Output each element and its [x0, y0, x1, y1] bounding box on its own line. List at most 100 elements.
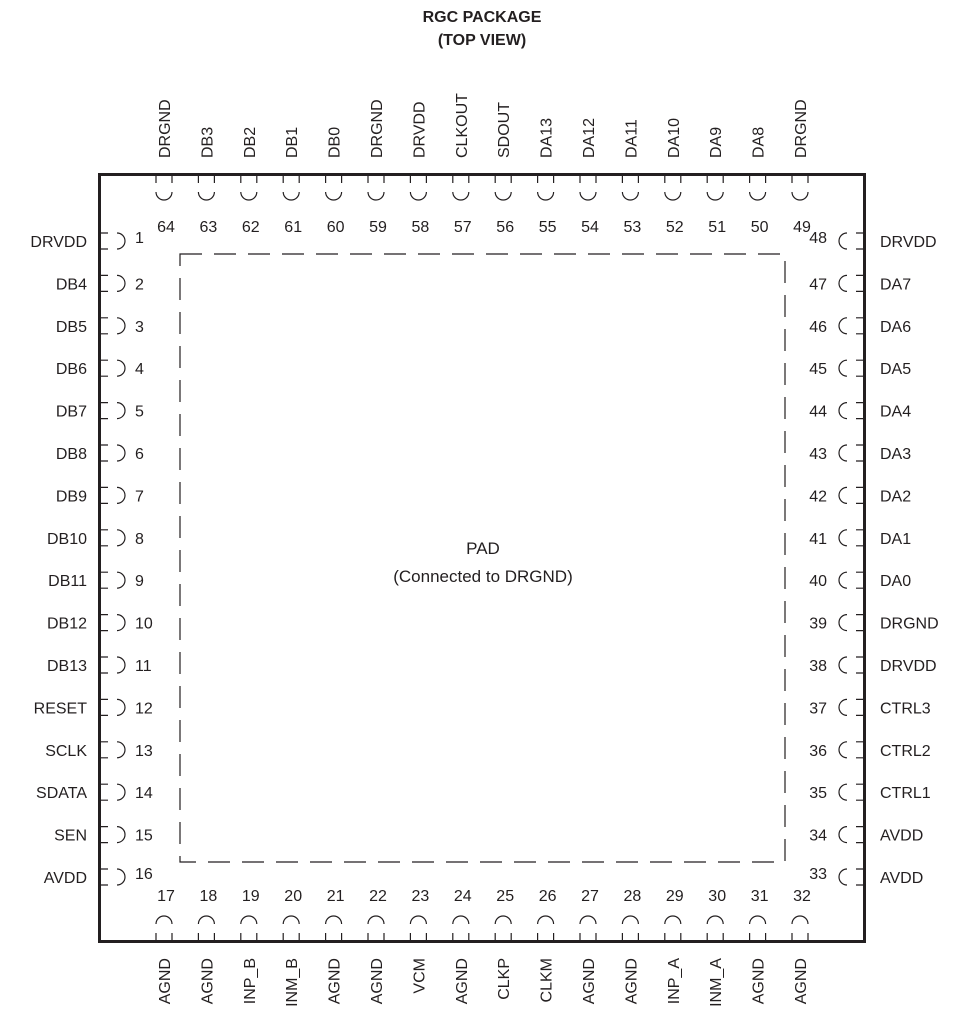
pin-number: 40 — [809, 573, 827, 590]
pin-pad-outline — [494, 175, 512, 201]
pin-number: 29 — [666, 888, 684, 905]
pin-name-label: DA7 — [880, 276, 911, 293]
pin-pad-outline — [409, 915, 427, 941]
pin-pad-outline — [838, 529, 864, 547]
pin-name-label: DA1 — [880, 531, 911, 548]
pin-pad-outline — [100, 486, 126, 504]
pin-name-label: DA2 — [880, 488, 911, 505]
pin-pad-outline — [282, 175, 300, 201]
pin-name-label: DRVDD — [880, 234, 937, 251]
pin-name-label: DA13 — [539, 118, 556, 158]
pin-number: 26 — [539, 888, 557, 905]
pin-name-label: AGND — [157, 958, 174, 1004]
pin-name-label: DRVDD — [30, 234, 87, 251]
pin-name-label: DB5 — [56, 319, 87, 336]
pin-number: 49 — [793, 219, 811, 236]
pin-number: 52 — [666, 219, 684, 236]
pin-number: 18 — [200, 888, 218, 905]
pin-pad-outline — [452, 915, 470, 941]
pin-number: 24 — [454, 888, 472, 905]
pin-number: 16 — [135, 866, 153, 883]
pin-pad-outline — [838, 317, 864, 335]
pin-pad-outline — [100, 274, 126, 292]
pin-pad-outline — [621, 915, 639, 941]
bottom-pin-group: 17 AGND 18 AGND 19 INP_B 20 INM_B 21 AGND 22 AGND 23… — [155, 888, 811, 1007]
pin-pad-outline — [100, 868, 126, 886]
pin-pad-outline — [100, 402, 126, 420]
pin-number: 9 — [135, 573, 144, 590]
pin-number: 10 — [135, 616, 153, 633]
pin-name-label: DA9 — [708, 127, 725, 158]
pin-number: 51 — [708, 219, 726, 236]
pin-pad-outline — [240, 175, 258, 201]
pad-connection-label: (Connected to DRGND) — [393, 567, 573, 586]
pin-pad-outline — [749, 915, 767, 941]
pin-pad-outline — [100, 741, 126, 759]
pin-name-label: AGND — [369, 958, 386, 1004]
pin-pad-outline — [838, 402, 864, 420]
pin-name-label: SDATA — [36, 785, 87, 802]
pin-name-label: INM_A — [708, 958, 725, 1007]
pin-pad-outline — [838, 826, 864, 844]
pin-name-label: SDOUT — [496, 102, 513, 158]
pin-pad-outline — [100, 614, 126, 632]
pin-name-label: CTRL1 — [880, 785, 931, 802]
pin-number: 55 — [539, 219, 557, 236]
pin-name-label: CLKP — [496, 958, 513, 1000]
pin-pad-outline — [494, 915, 512, 941]
pin-name-label: CTRL2 — [880, 743, 931, 760]
pin-name-label: AVDD — [44, 870, 87, 887]
pin-pad-outline — [838, 614, 864, 632]
pin-name-label: VCM — [411, 958, 428, 994]
pin-name-label: AGND — [199, 958, 216, 1004]
pin-number: 19 — [242, 888, 260, 905]
pin-number: 62 — [242, 219, 260, 236]
pin-pad-outline — [197, 915, 215, 941]
pin-pad-outline — [452, 175, 470, 201]
pin-pad-outline — [537, 915, 555, 941]
pin-pad-outline — [621, 175, 639, 201]
pin-name-label: DB10 — [47, 531, 87, 548]
pin-number: 5 — [135, 404, 144, 421]
pin-pad-outline — [155, 175, 173, 201]
pin-number: 13 — [135, 743, 153, 760]
pin-number: 2 — [135, 276, 144, 293]
pin-pad-outline — [791, 175, 809, 201]
pin-number: 44 — [809, 404, 827, 421]
pin-name-label: DA0 — [880, 573, 911, 590]
pin-pad-outline — [838, 656, 864, 674]
pin-pad-outline — [706, 175, 724, 201]
pin-pad-outline — [838, 698, 864, 716]
pin-number: 3 — [135, 319, 144, 336]
pin-number: 30 — [708, 888, 726, 905]
pin-pad-outline — [838, 359, 864, 377]
pin-pad-outline — [197, 175, 215, 201]
pin-name-label: CLKM — [539, 958, 556, 1002]
pin-name-label: DA10 — [666, 118, 683, 158]
pin-pad-outline — [838, 868, 864, 886]
pin-name-label: INM_B — [284, 958, 301, 1007]
pin-number: 36 — [809, 743, 827, 760]
pin-name-label: DB6 — [56, 361, 87, 378]
pin-number: 57 — [454, 219, 472, 236]
pin-number: 53 — [624, 219, 642, 236]
pin-pad-outline — [838, 444, 864, 462]
left-pin-group: 1 DRVDD 2 DB4 3 DB5 4 DB6 5 DB7 6 DB8 7 DB9 8 DB10 9 DB11… — [30, 230, 153, 887]
pin-name-label: DB9 — [56, 488, 87, 505]
pin-number: 28 — [624, 888, 642, 905]
pin-number: 32 — [793, 888, 811, 905]
pin-number: 59 — [369, 219, 387, 236]
pin-name-label: DRGND — [157, 99, 174, 158]
pin-number: 15 — [135, 828, 153, 845]
pin-pad-outline — [100, 698, 126, 716]
pin-pad-outline — [155, 915, 173, 941]
pin-name-label: DA8 — [751, 127, 768, 158]
pin-pad-outline — [749, 175, 767, 201]
pin-name-label: AGND — [793, 958, 810, 1004]
pin-pad-outline — [367, 175, 385, 201]
pin-name-label: DA5 — [880, 361, 911, 378]
pin-name-label: SEN — [54, 828, 87, 845]
pin-name-label: DRGND — [369, 99, 386, 158]
pin-pad-outline — [100, 529, 126, 547]
pin-name-label: DRGND — [880, 616, 939, 633]
